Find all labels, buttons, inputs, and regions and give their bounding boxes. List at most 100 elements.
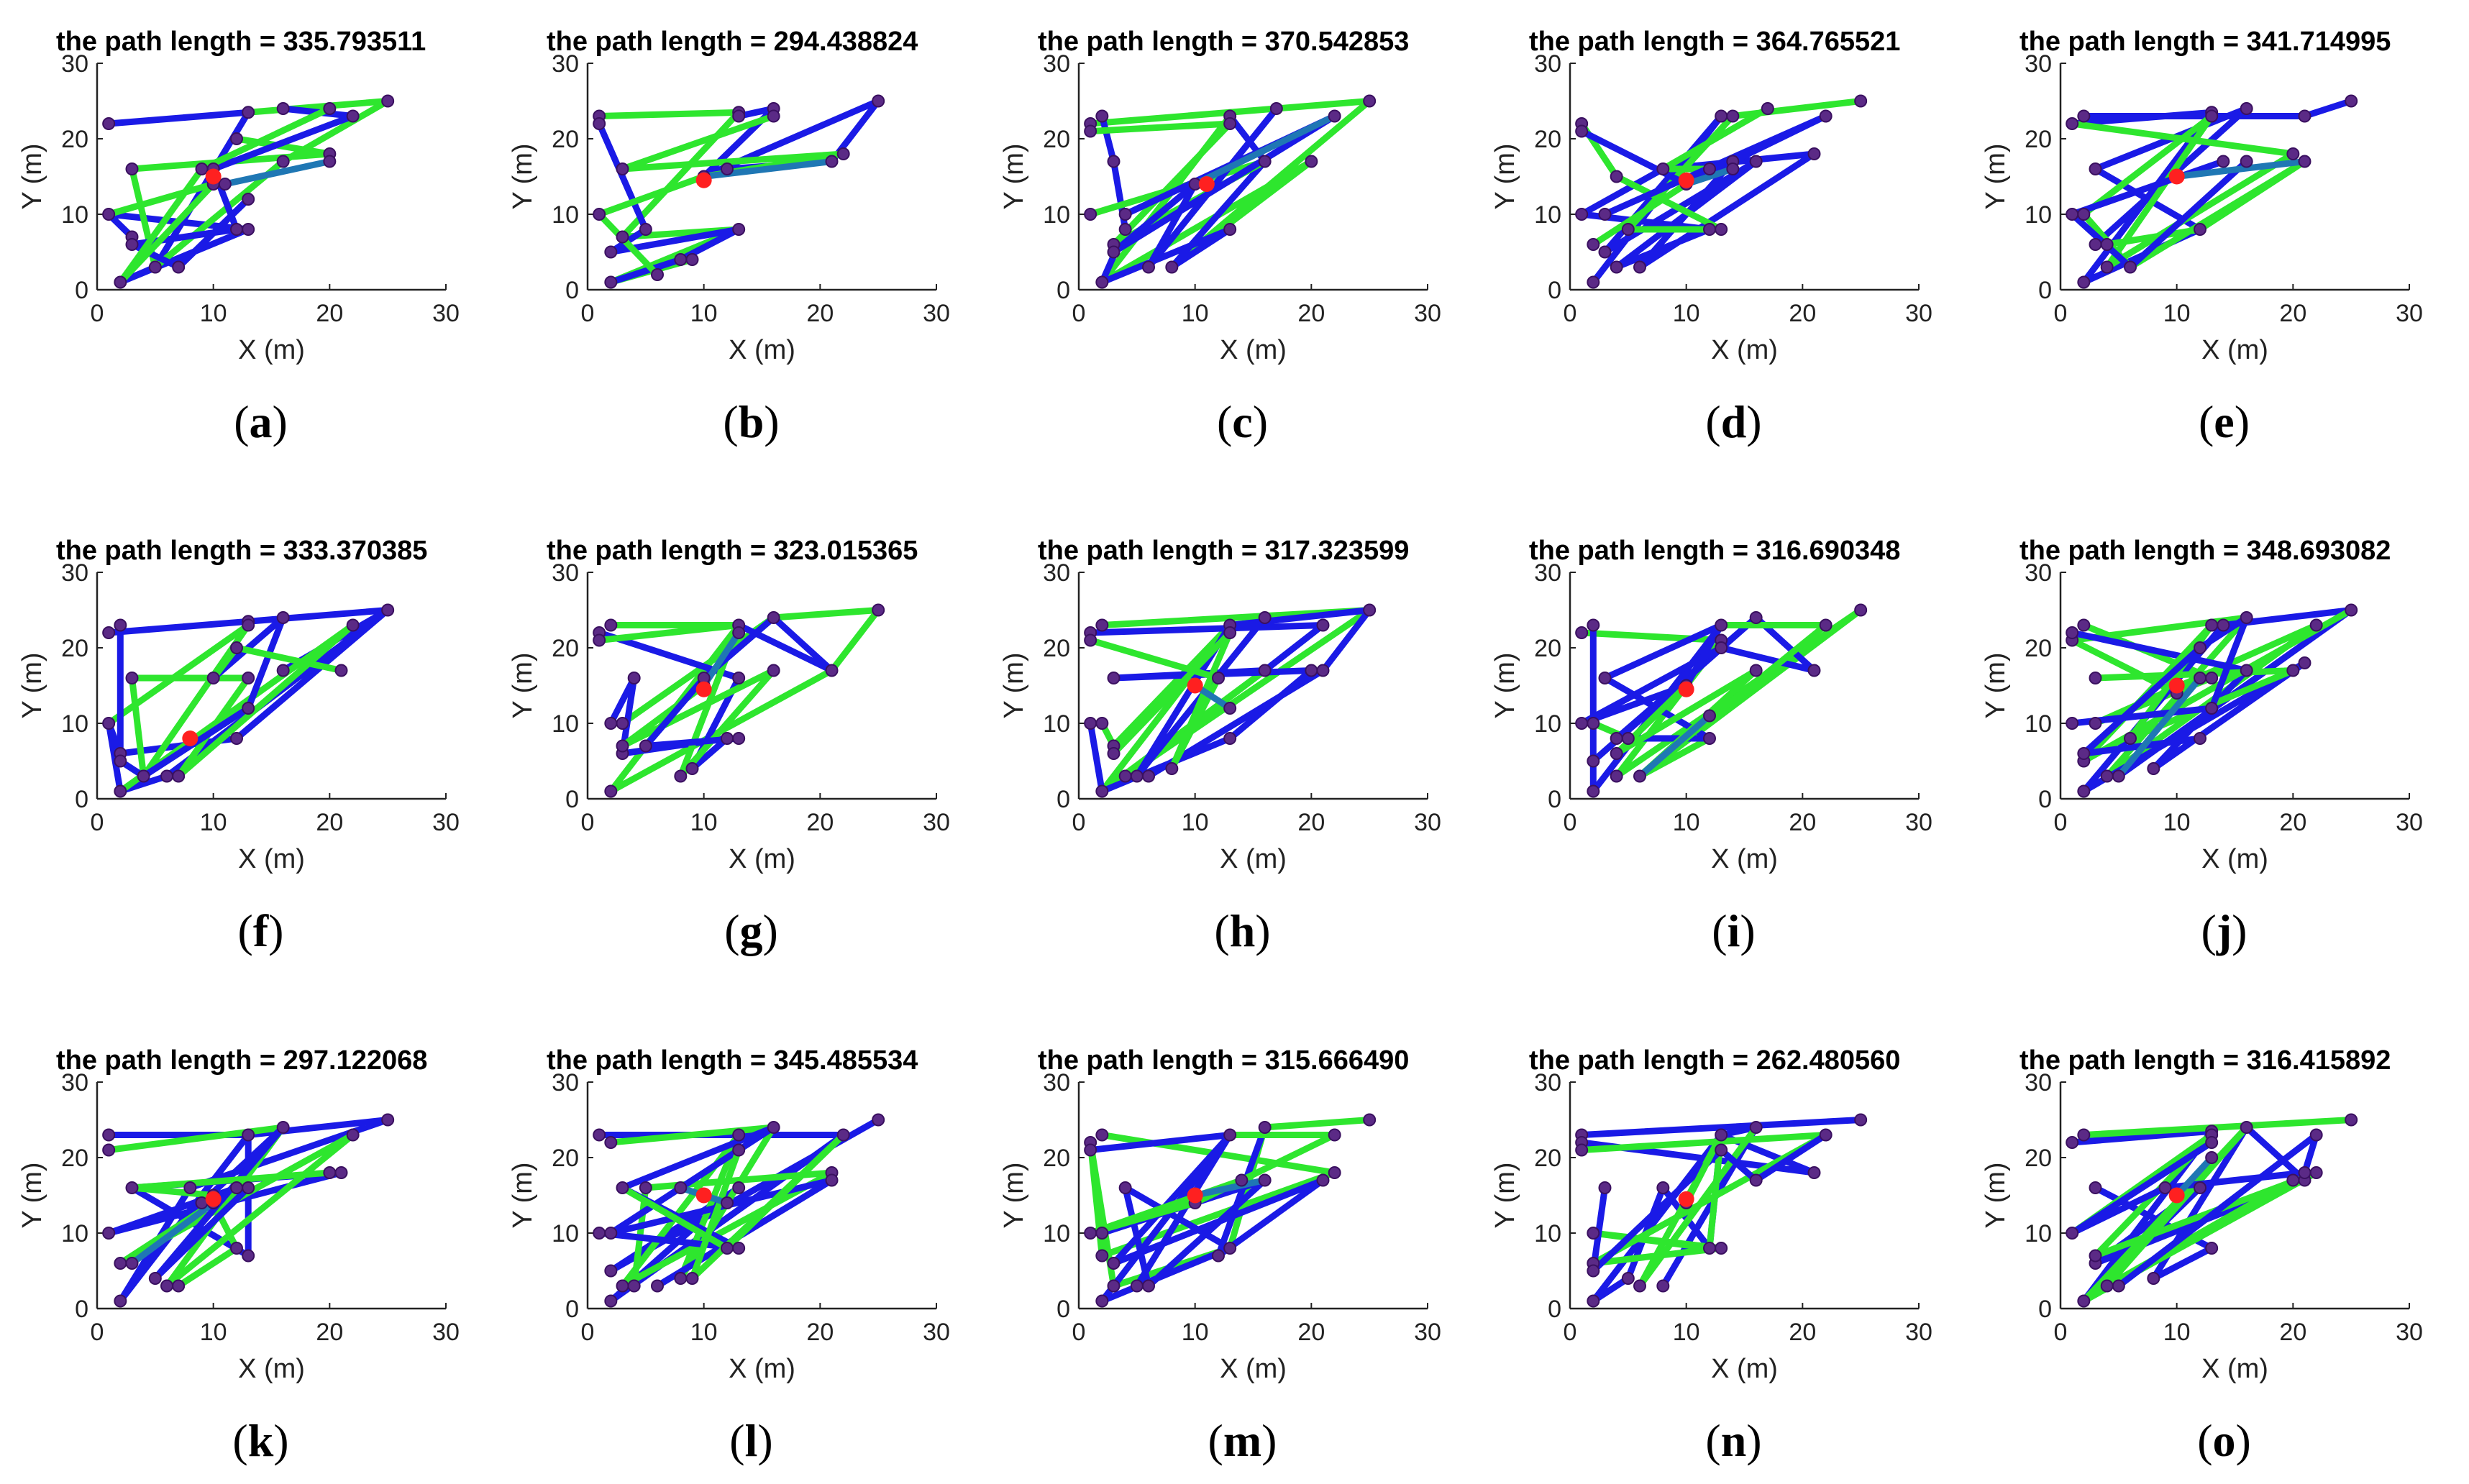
path-node <box>604 1294 618 1308</box>
path-segment-blue <box>642 614 835 749</box>
path-node <box>1587 275 1600 289</box>
path-node <box>604 245 618 259</box>
panel-g: the path length = 323.015365 0 10 20 30 0 10 20… <box>508 536 950 956</box>
path-segment-blue <box>595 120 742 285</box>
path-node <box>732 1143 746 1157</box>
path-node <box>1316 618 1330 632</box>
path-node <box>651 268 664 281</box>
path-node <box>872 603 885 617</box>
path-node <box>1715 641 1728 654</box>
path-node <box>346 618 360 632</box>
y-tick-label: 20 <box>1043 1145 1070 1172</box>
y-tick-label: 10 <box>1043 710 1070 738</box>
path-node <box>1328 1128 1341 1142</box>
x-tick-label: 10 <box>1182 809 1209 836</box>
path-node <box>114 784 127 798</box>
path-segment-blue <box>129 105 357 270</box>
path-node <box>1107 245 1121 259</box>
path-node <box>1587 784 1600 798</box>
panel-a: the path length = 335.793511 0 10 20 30 0 10 20… <box>17 27 460 447</box>
path-node <box>230 223 243 236</box>
x-axis-label: X (m) <box>2201 1354 2268 1384</box>
path-node <box>1633 260 1646 274</box>
path-node <box>1142 1279 1155 1293</box>
path-node <box>1223 626 1237 639</box>
path-node <box>2089 238 2102 251</box>
y-tick-label: 30 <box>61 1069 88 1096</box>
path-node <box>1621 732 1635 745</box>
path-segment-blue <box>1133 607 1373 779</box>
y-tick-label: 20 <box>1043 126 1070 153</box>
path-node <box>1656 162 1670 175</box>
panel-letter: (k) <box>232 1415 288 1466</box>
x-tick-label: 0 <box>2054 809 2068 836</box>
path-node <box>2066 1227 2079 1240</box>
x-tick-label: 20 <box>1789 809 1816 836</box>
path-node <box>1258 611 1272 624</box>
y-tick-label: 0 <box>1548 786 1561 813</box>
path-node <box>732 732 746 745</box>
y-tick-label: 0 <box>1056 786 1070 813</box>
y-tick-label: 30 <box>2025 559 2052 587</box>
path-node <box>1095 109 1109 123</box>
x-tick-label: 20 <box>806 1319 834 1346</box>
panel-k: the path length = 297.122068 0 10 20 30 0 10 20… <box>17 1045 460 1466</box>
path-node <box>767 611 780 624</box>
path-node <box>1305 155 1318 168</box>
x-tick-label: 30 <box>923 809 950 836</box>
x-tick-label: 0 <box>1072 300 1086 327</box>
path-node <box>242 193 255 206</box>
path-node <box>2089 1249 2102 1263</box>
path-node <box>674 1181 688 1194</box>
panel-letter: (h) <box>1214 905 1270 956</box>
y-tick-label: 30 <box>552 559 579 587</box>
x-tick-label: 20 <box>1297 300 1325 327</box>
path-node <box>114 1257 127 1270</box>
path-node <box>1715 618 1728 632</box>
path-node <box>381 1113 395 1127</box>
path-node <box>1621 1272 1635 1285</box>
x-tick-label: 0 <box>2054 1319 2068 1346</box>
x-axis-label: X (m) <box>1711 844 1778 874</box>
path-node <box>1363 603 1377 617</box>
start-point <box>1198 176 1215 192</box>
y-axis-label: Y (m) <box>999 652 1029 718</box>
x-tick-label: 10 <box>2163 300 2191 327</box>
path-node <box>102 1143 116 1157</box>
path-node <box>616 230 629 244</box>
panel-title: the path length = 335.793511 <box>56 27 426 57</box>
path-node <box>639 1181 652 1194</box>
path-node <box>1749 664 1763 677</box>
path-segment-green <box>595 622 777 779</box>
path-node <box>2240 611 2253 624</box>
panel-letter: (l) <box>729 1415 772 1466</box>
path-node <box>2124 732 2137 745</box>
path-node <box>1715 1128 1728 1142</box>
path-node <box>1575 208 1589 221</box>
x-axis-label: X (m) <box>1711 335 1778 365</box>
path-node <box>1854 1113 1868 1127</box>
x-tick-label: 20 <box>316 809 343 836</box>
path-node <box>1305 664 1318 677</box>
path-node <box>2077 747 2091 760</box>
start-point <box>205 168 222 185</box>
panel-title: the path length = 345.485534 <box>547 1045 918 1076</box>
y-tick-label: 10 <box>1043 1220 1070 1247</box>
y-tick-label: 0 <box>565 1296 579 1323</box>
path-node <box>732 109 746 123</box>
path-node <box>1575 626 1589 639</box>
path-segment-blue <box>1578 614 1817 727</box>
y-tick-label: 0 <box>1056 1296 1070 1323</box>
path-node <box>1715 1143 1728 1157</box>
x-tick-label: 30 <box>432 809 460 836</box>
path-node <box>1761 102 1774 115</box>
path-node <box>323 155 337 168</box>
path-node <box>2066 1136 2079 1149</box>
x-axis-label: X (m) <box>2201 844 2268 874</box>
path-node <box>721 1242 734 1255</box>
path-node <box>2077 618 2091 632</box>
y-tick-label: 10 <box>1534 710 1561 738</box>
x-tick-label: 30 <box>432 1319 460 1346</box>
panel-title: the path length = 262.480560 <box>1529 1045 1900 1076</box>
path-node <box>125 1181 139 1194</box>
